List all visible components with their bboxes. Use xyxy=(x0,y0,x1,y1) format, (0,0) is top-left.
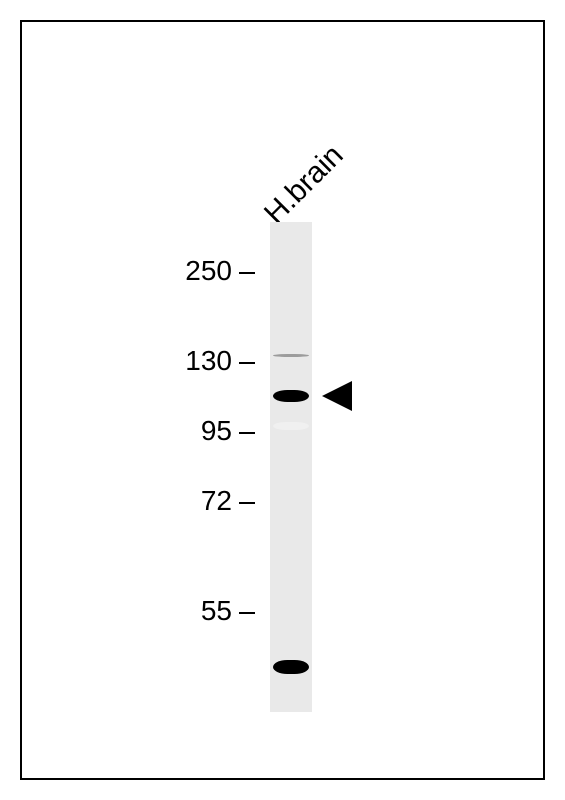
band-lower xyxy=(273,660,309,674)
band-pointer-arrow-icon xyxy=(322,381,352,411)
band-minor xyxy=(273,422,309,430)
blot-frame: H.brain 250 130 95 72 55 xyxy=(20,20,545,780)
mw-label: 55 xyxy=(152,595,232,627)
band-faint xyxy=(273,354,309,357)
mw-label: 95 xyxy=(152,415,232,447)
mw-tick xyxy=(239,612,255,614)
mw-tick xyxy=(239,272,255,274)
mw-tick xyxy=(239,432,255,434)
lane-strip xyxy=(270,222,312,712)
band-main xyxy=(273,390,309,402)
mw-label: 250 xyxy=(152,255,232,287)
mw-label: 130 xyxy=(152,345,232,377)
mw-label: 72 xyxy=(152,485,232,517)
mw-tick xyxy=(239,362,255,364)
lane-label: H.brain xyxy=(258,139,350,231)
mw-tick xyxy=(239,502,255,504)
